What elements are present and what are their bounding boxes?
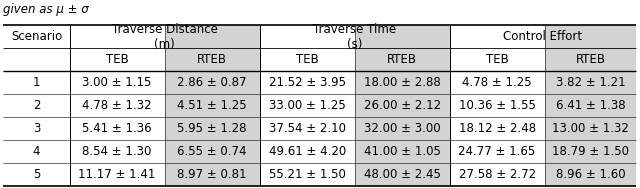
Text: 13.00 ± 1.32: 13.00 ± 1.32 bbox=[552, 122, 629, 135]
Text: 5.41 ± 1.36: 5.41 ± 1.36 bbox=[83, 122, 152, 135]
Text: Traverse Time
(s): Traverse Time (s) bbox=[313, 23, 396, 51]
Text: 2.86 ± 0.87: 2.86 ± 0.87 bbox=[177, 76, 247, 89]
Text: 18.79 ± 1.50: 18.79 ± 1.50 bbox=[552, 145, 629, 158]
Text: Scenario: Scenario bbox=[11, 30, 62, 43]
Text: TEB: TEB bbox=[296, 53, 319, 66]
Text: 3.00 ± 1.15: 3.00 ± 1.15 bbox=[83, 76, 152, 89]
Text: 8.96 ± 1.60: 8.96 ± 1.60 bbox=[556, 168, 625, 181]
Text: 8.97 ± 0.81: 8.97 ± 0.81 bbox=[177, 168, 247, 181]
Bar bbox=[545, 25, 636, 186]
Bar bbox=[355, 25, 449, 186]
Text: 21.52 ± 3.95: 21.52 ± 3.95 bbox=[269, 76, 346, 89]
Text: 33.00 ± 1.25: 33.00 ± 1.25 bbox=[269, 99, 346, 112]
Text: 49.61 ± 4.20: 49.61 ± 4.20 bbox=[269, 145, 346, 158]
Text: 6.55 ± 0.74: 6.55 ± 0.74 bbox=[177, 145, 247, 158]
Text: 2: 2 bbox=[33, 99, 40, 112]
Text: Control Effort: Control Effort bbox=[504, 30, 582, 43]
Text: 6.41 ± 1.38: 6.41 ± 1.38 bbox=[556, 99, 625, 112]
Bar bbox=[164, 25, 260, 186]
Text: 27.58 ± 2.72: 27.58 ± 2.72 bbox=[458, 168, 536, 181]
Text: given as μ ± σ: given as μ ± σ bbox=[3, 3, 89, 16]
Text: TEB: TEB bbox=[106, 53, 129, 66]
Text: 18.00 ± 2.88: 18.00 ± 2.88 bbox=[364, 76, 440, 89]
Text: 4.51 ± 1.25: 4.51 ± 1.25 bbox=[177, 99, 247, 112]
Text: 8.54 ± 1.30: 8.54 ± 1.30 bbox=[83, 145, 152, 158]
Text: 18.12 ± 2.48: 18.12 ± 2.48 bbox=[458, 122, 536, 135]
Text: 5: 5 bbox=[33, 168, 40, 181]
Text: 3: 3 bbox=[33, 122, 40, 135]
Text: 5.95 ± 1.28: 5.95 ± 1.28 bbox=[177, 122, 247, 135]
Text: 24.77 ± 1.65: 24.77 ± 1.65 bbox=[458, 145, 536, 158]
Text: RTEB: RTEB bbox=[575, 53, 605, 66]
Text: TEB: TEB bbox=[486, 53, 508, 66]
Text: 11.17 ± 1.41: 11.17 ± 1.41 bbox=[79, 168, 156, 181]
Text: Traverse Distance
(m): Traverse Distance (m) bbox=[112, 23, 218, 51]
Text: RTEB: RTEB bbox=[197, 53, 227, 66]
Text: 26.00 ± 2.12: 26.00 ± 2.12 bbox=[364, 99, 441, 112]
Text: 4.78 ± 1.25: 4.78 ± 1.25 bbox=[462, 76, 532, 89]
Text: 41.00 ± 1.05: 41.00 ± 1.05 bbox=[364, 145, 440, 158]
Text: 10.36 ± 1.55: 10.36 ± 1.55 bbox=[459, 99, 536, 112]
Text: 1: 1 bbox=[33, 76, 40, 89]
Text: 55.21 ± 1.50: 55.21 ± 1.50 bbox=[269, 168, 346, 181]
Text: 3.82 ± 1.21: 3.82 ± 1.21 bbox=[556, 76, 625, 89]
Text: RTEB: RTEB bbox=[387, 53, 417, 66]
Text: 4.78 ± 1.32: 4.78 ± 1.32 bbox=[83, 99, 152, 112]
Text: 37.54 ± 2.10: 37.54 ± 2.10 bbox=[269, 122, 346, 135]
Text: 48.00 ± 2.45: 48.00 ± 2.45 bbox=[364, 168, 440, 181]
Text: 4: 4 bbox=[33, 145, 40, 158]
Text: 32.00 ± 3.00: 32.00 ± 3.00 bbox=[364, 122, 440, 135]
